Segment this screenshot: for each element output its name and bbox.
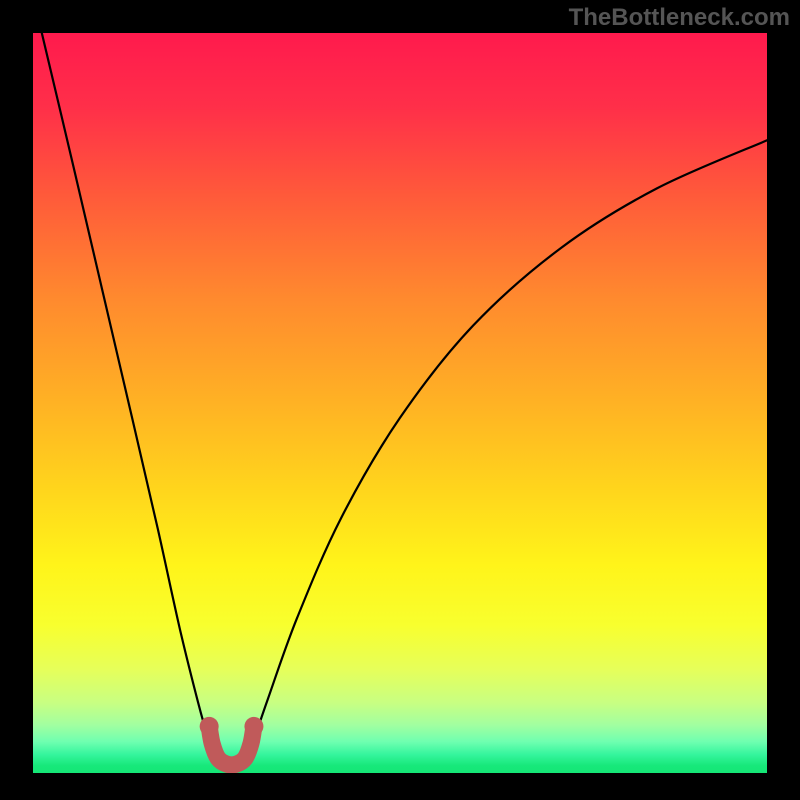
dip-marker-dot-1 bbox=[244, 717, 263, 736]
figure-root: TheBottleneck.com bbox=[0, 0, 800, 800]
bottleneck-curve-plot bbox=[33, 33, 767, 773]
dip-marker-dot-0 bbox=[200, 717, 219, 736]
watermark-text: TheBottleneck.com bbox=[569, 4, 790, 32]
gradient-background bbox=[33, 33, 767, 773]
